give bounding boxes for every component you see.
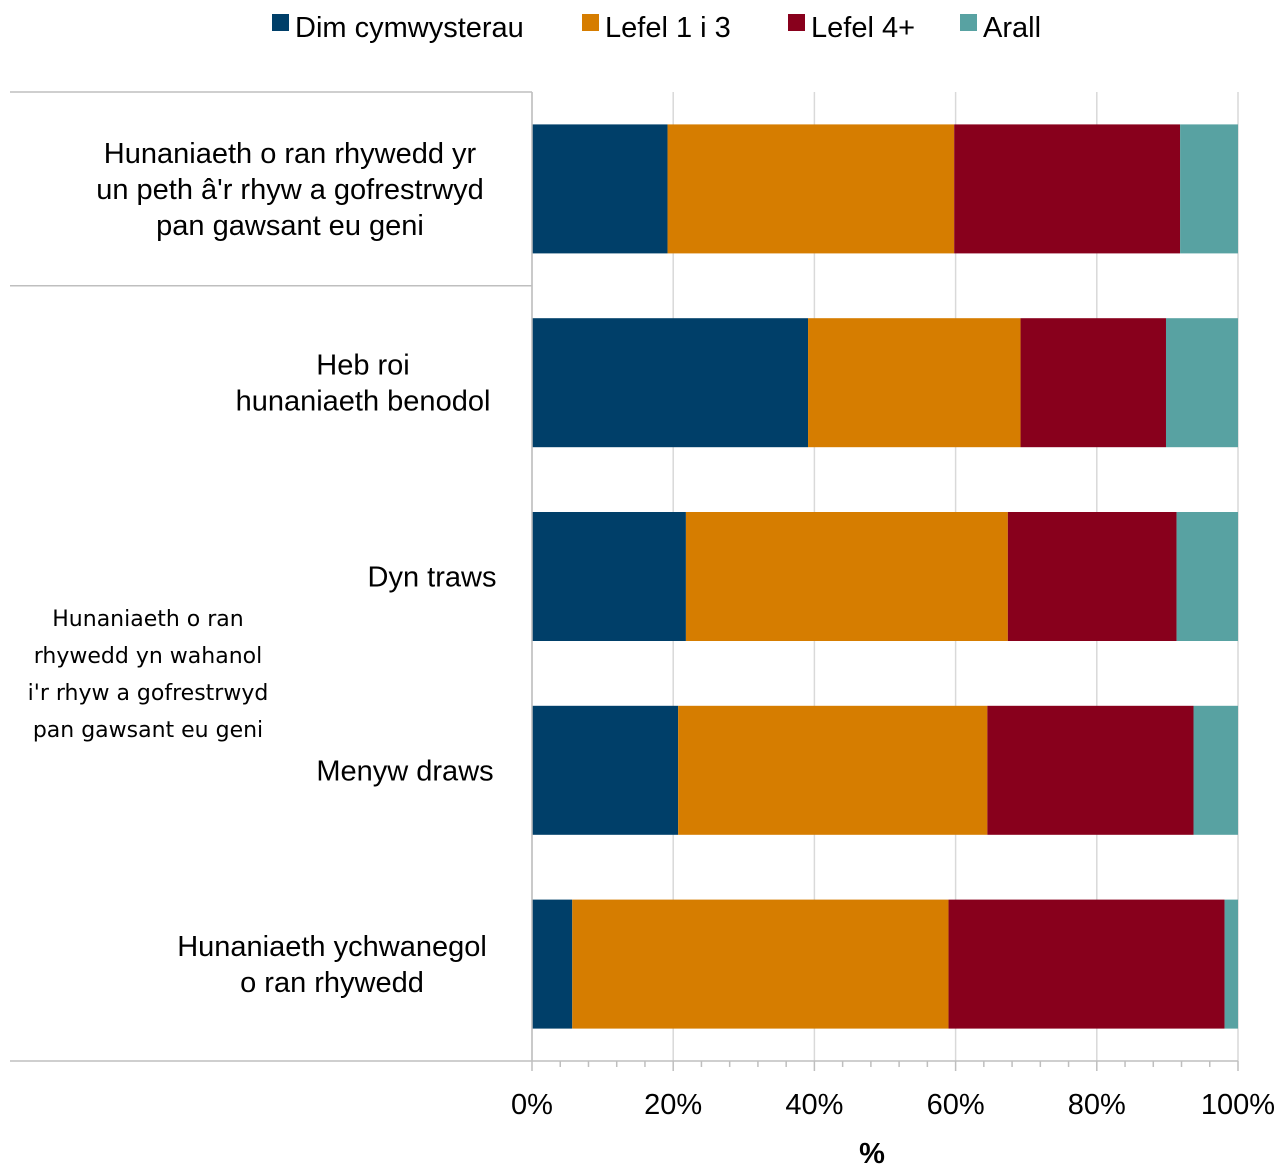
x-tick-label: 80% (1068, 1089, 1126, 1121)
bar-segment (808, 318, 1021, 448)
group-label: rhywedd yn wahanol (34, 644, 262, 669)
legend-label: Lefel 4+ (811, 12, 915, 44)
legend-label: Arall (983, 12, 1041, 44)
category-label: Menyw draws (316, 755, 493, 787)
bar-segment (1007, 512, 1177, 641)
x-axis: 0% 20% 40% 60% 80% 100% (10, 92, 1275, 1121)
bar-segment (1193, 705, 1238, 835)
legend-swatch (788, 14, 805, 31)
category-label: Hunaniaeth ychwanegol (177, 931, 487, 963)
legend-label: Lefel 1 i 3 (605, 12, 731, 44)
legend: Dim cymwysterau Lefel 1 i 3 Lefel 4+ Arall (272, 12, 1041, 44)
category-label: hunaniaeth benodol (236, 386, 491, 418)
legend-swatch (272, 14, 289, 31)
group-label: i'r rhyw a gofrestrwyd (28, 681, 269, 706)
bar-segment (532, 899, 573, 1029)
category-label: Hunaniaeth o ran rhywedd yr (104, 138, 477, 170)
bar-segment (667, 124, 955, 254)
group-label: pan gawsant eu geni (33, 718, 263, 743)
group-label: Hunaniaeth o ran (52, 607, 243, 632)
x-tick-label: 60% (927, 1089, 985, 1121)
bar-segment (1020, 318, 1166, 448)
category-label: un peth â'r rhyw a gofrestrwyd (96, 174, 484, 206)
bar-segment (685, 512, 1008, 641)
bar-segment (678, 705, 988, 835)
bar-segment (987, 705, 1194, 835)
bar-segment (532, 705, 679, 835)
x-axis-title: % (859, 1138, 885, 1168)
bar-segment (1165, 318, 1238, 448)
legend-label: Dim cymwysterau (295, 12, 524, 44)
bar-segment (954, 124, 1181, 254)
bars (532, 124, 1238, 1029)
bar-segment (532, 512, 686, 641)
bar-segment (572, 899, 949, 1029)
category-label: o ran rhywedd (240, 967, 424, 999)
category-label: Dyn traws (368, 562, 497, 594)
category-label: pan gawsant eu geni (156, 210, 424, 242)
category-labels: Hunaniaeth o ran rhywedd yr un peth â'r r… (10, 91, 532, 999)
bar-segment (948, 899, 1225, 1029)
x-tick-label: 100% (1201, 1089, 1275, 1121)
bar-segment (532, 318, 809, 448)
category-label: Heb roi (316, 350, 410, 382)
bar-segment (532, 124, 668, 254)
legend-swatch (582, 14, 599, 31)
x-tick-label: 0% (511, 1089, 553, 1121)
bar-segment (1176, 512, 1238, 641)
x-tick-label: 20% (644, 1089, 702, 1121)
bar-segment (1180, 124, 1238, 254)
x-tick-label: 40% (785, 1089, 843, 1121)
bar-segment (1224, 899, 1238, 1029)
legend-swatch (960, 14, 977, 31)
